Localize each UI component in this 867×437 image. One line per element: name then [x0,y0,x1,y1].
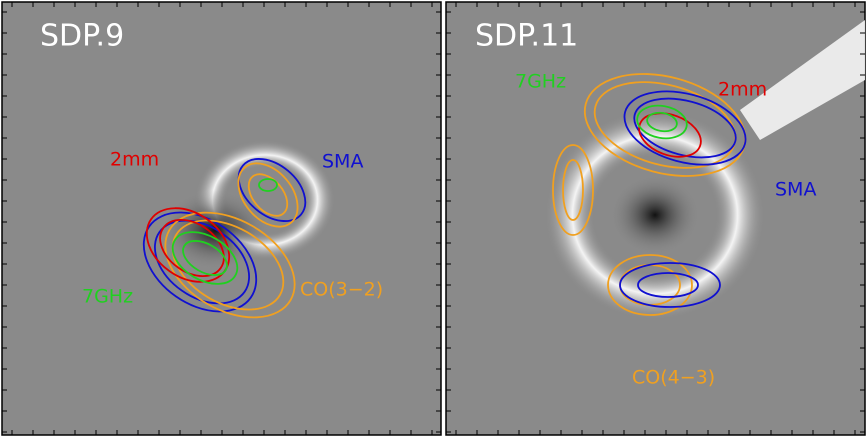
panel: SDP.9 2mm SMA 7GHz CO(3−2) [1,1,442,436]
label: SMA [322,151,363,173]
label: 7GHz [82,286,133,308]
streak [740,20,865,140]
label: 2mm [718,79,767,101]
emission [610,175,700,255]
contours [142,158,307,319]
panel: SDP.11 7GHz 2mm SMA CO(4−3) [445,1,866,436]
contours [552,73,747,316]
label: 7GHz [515,71,566,93]
panel-title: SDP.11 [475,19,578,54]
label: CO(3−2) [300,279,383,301]
panel-title: SDP.9 [40,19,124,54]
label: SMA [775,179,816,201]
label: CO(4−3) [632,367,715,389]
label: 2mm [110,149,159,171]
